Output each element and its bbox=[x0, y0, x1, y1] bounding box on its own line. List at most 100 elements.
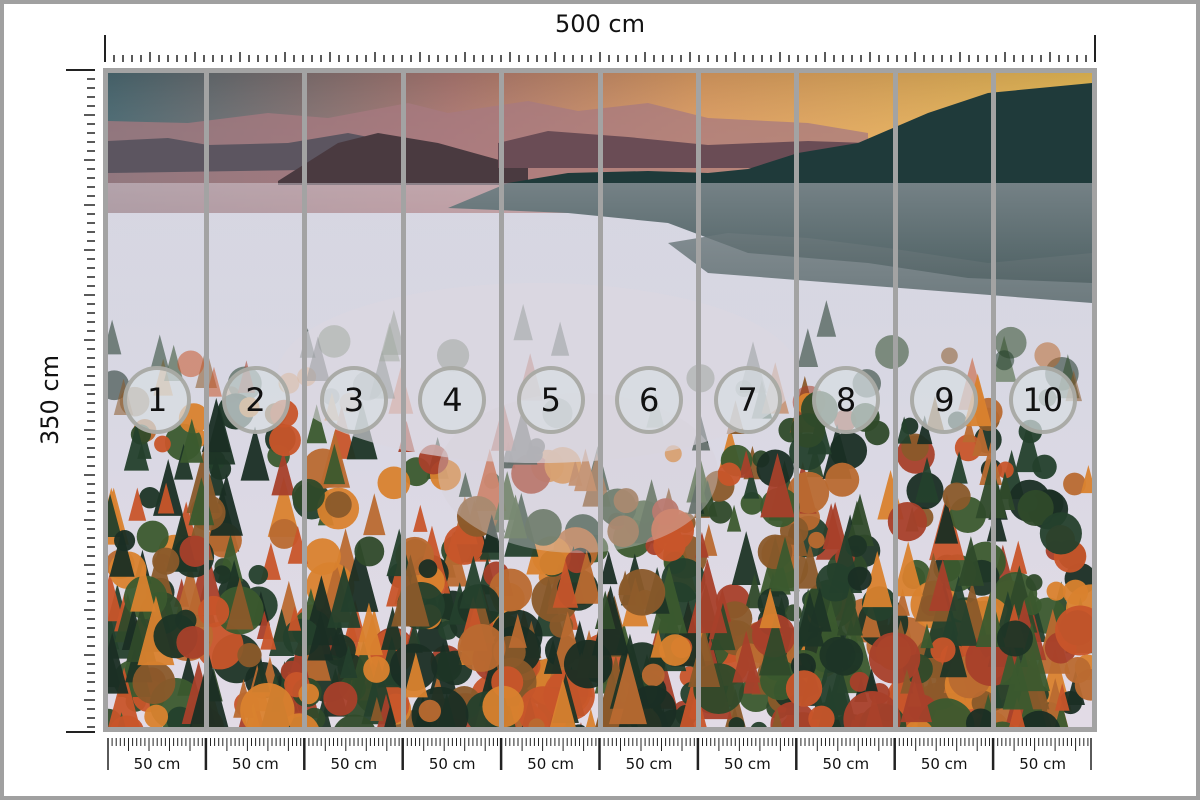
tree bbox=[1080, 464, 1092, 494]
tree bbox=[180, 418, 204, 463]
tree bbox=[930, 637, 956, 663]
tree bbox=[459, 555, 488, 609]
tree bbox=[456, 495, 498, 537]
panel-width-label: 50 cm bbox=[1019, 755, 1066, 773]
panel-width-label: 50 cm bbox=[428, 755, 476, 773]
tree bbox=[130, 563, 156, 612]
tree bbox=[524, 508, 562, 546]
tree bbox=[808, 705, 835, 727]
panel-number-badge: 8 bbox=[812, 366, 880, 434]
tree bbox=[123, 423, 150, 471]
tree bbox=[334, 714, 375, 727]
tree bbox=[585, 708, 596, 727]
panel-seam bbox=[203, 73, 209, 727]
tree bbox=[965, 708, 996, 727]
tree bbox=[288, 606, 302, 631]
tree bbox=[1032, 454, 1057, 480]
tree bbox=[772, 708, 783, 727]
tree bbox=[269, 424, 301, 457]
tree bbox=[363, 493, 386, 536]
tree bbox=[307, 611, 334, 661]
tree bbox=[304, 538, 341, 575]
tree bbox=[403, 652, 428, 698]
tree bbox=[726, 504, 742, 532]
tree bbox=[225, 577, 254, 630]
tree bbox=[271, 451, 296, 496]
tree bbox=[354, 602, 383, 656]
tree bbox=[381, 606, 405, 650]
tree bbox=[798, 543, 823, 589]
tree bbox=[108, 572, 124, 622]
tree bbox=[549, 678, 576, 727]
panel-seam bbox=[499, 73, 505, 727]
tree bbox=[108, 493, 122, 537]
tree bbox=[1017, 489, 1054, 527]
tree bbox=[836, 586, 863, 636]
tree bbox=[816, 300, 837, 337]
tree bbox=[758, 613, 792, 676]
tree bbox=[697, 479, 718, 517]
panel-seam bbox=[695, 73, 701, 727]
tree bbox=[473, 448, 507, 511]
tree bbox=[552, 560, 579, 608]
panel-number-badge: 1 bbox=[123, 366, 192, 434]
tree bbox=[811, 637, 856, 720]
panel-width-label: 50 cm bbox=[232, 755, 279, 773]
tree bbox=[1018, 710, 1060, 727]
tree bbox=[1009, 697, 1025, 727]
tree bbox=[152, 547, 180, 575]
tree bbox=[760, 452, 795, 518]
panel-seam bbox=[400, 73, 406, 727]
tree bbox=[384, 704, 397, 727]
tree bbox=[177, 350, 205, 378]
tree bbox=[1039, 512, 1082, 555]
tree bbox=[431, 651, 462, 682]
tree bbox=[306, 404, 328, 444]
total-width-label: 500 cm bbox=[554, 10, 645, 38]
tree bbox=[759, 588, 781, 629]
tree bbox=[582, 453, 612, 507]
tree bbox=[807, 587, 832, 632]
tree bbox=[731, 531, 761, 585]
tree bbox=[618, 568, 666, 616]
tree bbox=[732, 630, 761, 683]
tree bbox=[750, 721, 767, 727]
tree bbox=[1000, 647, 1020, 685]
tree bbox=[139, 487, 161, 509]
tree bbox=[996, 620, 1033, 657]
tree bbox=[201, 397, 231, 453]
tree bbox=[108, 632, 129, 694]
tree bbox=[176, 626, 210, 659]
tree bbox=[197, 595, 230, 628]
tree bbox=[941, 347, 958, 365]
panel-width-label: 50 cm bbox=[330, 755, 378, 773]
tree bbox=[994, 471, 1016, 510]
tree bbox=[641, 663, 665, 687]
panel-width-label: 50 cm bbox=[822, 755, 870, 773]
panel-number-badge: 10 bbox=[1008, 366, 1077, 434]
tree bbox=[144, 704, 169, 727]
tree bbox=[323, 443, 346, 485]
tree bbox=[743, 468, 760, 499]
tree bbox=[916, 415, 933, 445]
tree bbox=[843, 690, 901, 727]
tree bbox=[418, 559, 438, 579]
tree bbox=[972, 423, 990, 457]
tree bbox=[354, 536, 385, 567]
tree bbox=[822, 501, 848, 550]
panel-number-badge: 7 bbox=[713, 366, 782, 434]
tree bbox=[893, 541, 923, 597]
tree bbox=[1025, 574, 1043, 591]
tree bbox=[157, 482, 175, 514]
tree bbox=[659, 634, 692, 666]
tree bbox=[339, 644, 358, 678]
tree bbox=[917, 698, 975, 727]
tree bbox=[108, 319, 122, 355]
tree bbox=[572, 549, 601, 604]
panel-width-label: 50 cm bbox=[724, 755, 771, 773]
tree bbox=[797, 328, 819, 368]
tree bbox=[914, 456, 940, 503]
tree bbox=[212, 565, 232, 584]
tree bbox=[110, 715, 144, 727]
tree bbox=[1009, 540, 1028, 574]
